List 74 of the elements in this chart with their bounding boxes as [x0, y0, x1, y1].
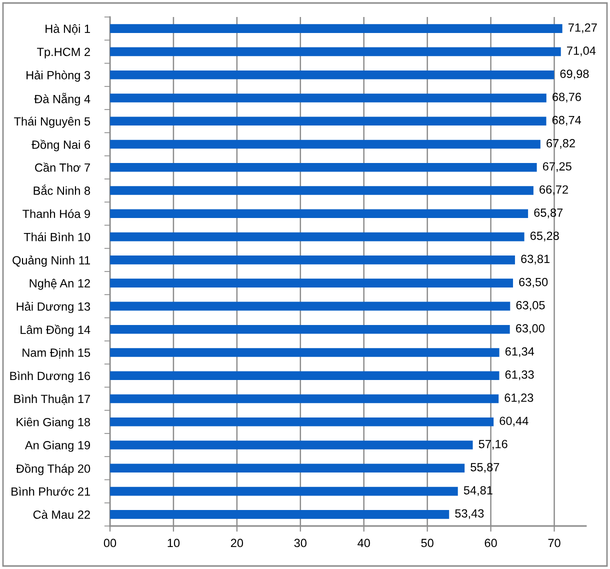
bar — [110, 209, 528, 218]
data-label: 63,50 — [519, 278, 548, 288]
bar — [110, 116, 546, 126]
data-label: 54,81 — [464, 486, 492, 496]
data-label: 68,76 — [552, 92, 581, 103]
y-tick-label: Đồng Nai 6 — [32, 140, 90, 152]
bar — [110, 278, 514, 288]
data-label: 68,74 — [552, 116, 582, 126]
bar — [110, 186, 534, 195]
bar — [110, 94, 546, 102]
y-tick-label: Cà Mau 22 — [33, 510, 90, 519]
data-label: 61,33 — [505, 370, 534, 380]
bar — [110, 232, 524, 242]
data-label: 65,28 — [530, 232, 559, 242]
x-tick-label: 60 — [484, 538, 497, 548]
y-tick-label: Nam Định 15 — [22, 348, 90, 359]
y-tick-label: Lâm Đồng 14 — [20, 324, 90, 336]
y-tick-label: Cần Thơ 7 — [35, 162, 90, 172]
y-tick-label: Hải Phòng 3 — [26, 70, 90, 82]
x-tick-label: 30 — [294, 538, 307, 548]
y-tick-label: Thanh Hóa 9 — [22, 209, 90, 218]
data-label: 65,87 — [534, 208, 563, 218]
data-label: 60,44 — [500, 416, 528, 426]
x-tick-label: 70 — [548, 538, 560, 548]
data-label: 67,25 — [542, 162, 572, 172]
y-tick-label: Hải Dương 13 — [16, 302, 90, 314]
data-label: 71,04 — [567, 46, 596, 56]
bar — [110, 510, 450, 519]
y-tick-label: An Giang 19 — [24, 440, 90, 452]
y-tick-label: Đồng Tháp 20 — [16, 464, 90, 476]
data-label: 63,81 — [521, 254, 550, 264]
bar — [110, 256, 515, 264]
data-label: 66,72 — [540, 185, 568, 196]
data-label: 61,23 — [504, 394, 534, 404]
data-label: 63,05 — [516, 301, 545, 311]
y-tick-label: Thái Bình 10 — [24, 232, 90, 242]
x-tick-label: 50 — [421, 538, 434, 548]
y-tick-label: Tp.HCM 2 — [37, 48, 90, 58]
y-tick-label: Bắc Ninh 8 — [34, 184, 90, 195]
bar — [110, 394, 499, 404]
bar — [110, 440, 473, 450]
x-tick-label: 10 — [168, 538, 180, 548]
data-label: 71,27 — [568, 23, 597, 34]
bar — [110, 464, 465, 473]
y-tick-label: Bình Phước 21 — [12, 486, 90, 496]
data-label: 57,16 — [478, 440, 508, 450]
bar — [110, 47, 561, 56]
data-label: 55,87 — [470, 462, 500, 473]
data-label: 53,43 — [455, 509, 484, 519]
bar — [110, 302, 510, 311]
bar — [110, 140, 540, 149]
data-label: 61,34 — [505, 347, 534, 358]
y-tick-label: Hà Nội 1 — [46, 24, 90, 35]
x-tick-label: 20 — [230, 538, 244, 548]
y-tick-label: Bình Thuận 17 — [14, 394, 90, 405]
x-tick-label: 40 — [358, 538, 370, 548]
bar — [110, 70, 554, 80]
y-tick-label: Kiên Giang 18 — [16, 418, 90, 429]
bar — [110, 162, 537, 172]
data-label: 67,82 — [546, 139, 575, 149]
y-tick-label: Đà Nẵng 4 — [34, 92, 90, 106]
x-tick-label: 00 — [104, 538, 116, 548]
data-label: 69,98 — [560, 70, 589, 80]
bar — [110, 324, 510, 334]
bar — [110, 348, 500, 357]
bar — [110, 486, 458, 496]
y-tick-label: Thái Nguyên 5 — [14, 116, 90, 128]
data-label: 63,00 — [516, 324, 544, 334]
bar — [110, 417, 494, 426]
y-tick-label: Quảng Ninh 11 — [12, 256, 90, 267]
y-tick-label: Bình Dương 16 — [10, 371, 90, 382]
bar — [110, 371, 500, 380]
bar — [110, 24, 562, 33]
y-tick-label: Nghệ An 12 — [30, 278, 90, 290]
